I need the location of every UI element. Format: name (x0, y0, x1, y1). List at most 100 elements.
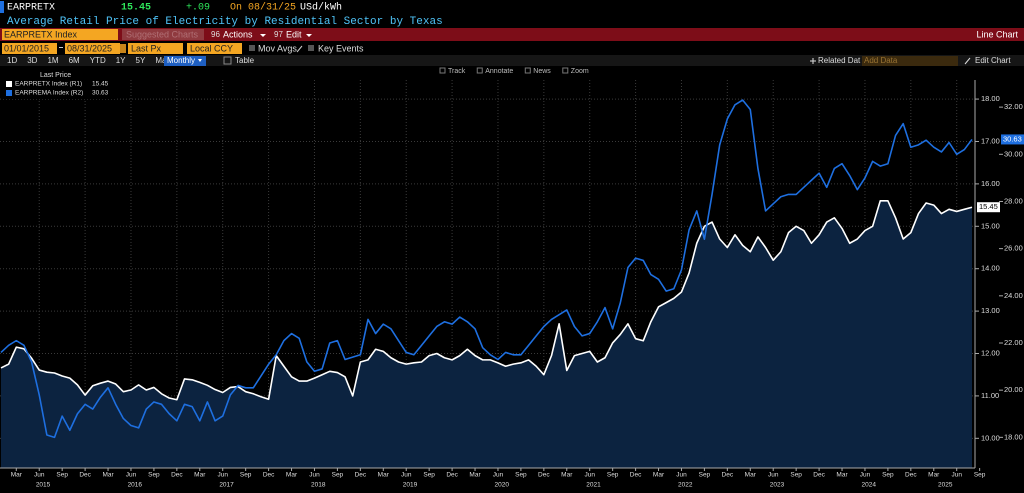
x-year-label: 2023 (770, 482, 785, 489)
x-year-label: 2021 (586, 482, 601, 489)
legend-value: 30.63 (92, 90, 109, 97)
x-tick-label: Dec (813, 472, 825, 479)
calendar-icon[interactable] (120, 44, 126, 53)
x-tick-label: Dec (905, 472, 917, 479)
x-tick-label: Dec (538, 472, 550, 479)
range-button[interactable]: 1M (47, 56, 58, 65)
period-label: Monthly (167, 56, 195, 65)
legend-label: EARPRETX Index (R1) (15, 81, 82, 88)
y2-tick-label: 30.00 (1004, 149, 1023, 158)
end-date: 08/31/2025 (67, 43, 112, 53)
dropdown-arrow (306, 34, 312, 37)
x-tick-label: Mar (561, 472, 573, 479)
edit-key: 97 (274, 30, 283, 39)
x-tick-label: Sep (882, 472, 894, 479)
last-price: 15.45 (121, 3, 151, 14)
series-line (0, 200, 973, 401)
x-tick-label: Jun (860, 472, 871, 479)
x-tick-label: Dec (630, 472, 642, 479)
y-tick-label: 15.00 (981, 221, 1000, 230)
tool-button[interactable]: Annotate (485, 68, 513, 75)
x-tick-label: Jun (584, 472, 595, 479)
range-button[interactable]: 6M (69, 56, 80, 65)
range-button[interactable]: 1D (7, 56, 17, 65)
table-icon (223, 56, 232, 65)
y2-tick-label: 26.00 (1004, 244, 1023, 253)
key-events[interactable]: Key Events (318, 43, 364, 53)
tool-button[interactable]: Zoom (571, 68, 589, 75)
legend-value: 15.45 (92, 81, 109, 88)
add-data-input[interactable] (862, 56, 958, 66)
range-button[interactable]: 5Y (136, 56, 146, 65)
tool-button[interactable]: News (533, 68, 551, 75)
command-bar (0, 28, 1024, 41)
last-value-tag (977, 202, 1000, 213)
currency-select[interactable] (187, 43, 242, 54)
start-date-input[interactable] (2, 43, 57, 54)
x-tick-label: Jun (493, 472, 504, 479)
range-button[interactable]: Max (155, 56, 170, 65)
actions-key: 96 (211, 30, 220, 39)
table-button[interactable]: Table (235, 56, 255, 65)
x-tick-label: Mar (653, 472, 665, 479)
y-tick-label: 17.00 (981, 136, 1000, 145)
date-separator (59, 47, 63, 48)
ticker-marker (0, 1, 4, 13)
x-tick-label: Sep (240, 472, 252, 479)
chart-type: Line Chart (976, 29, 1018, 39)
y-tick-label: 18.00 (981, 94, 1000, 103)
x-tick-label: Dec (446, 472, 458, 479)
y2-tick-label: 24.00 (1004, 291, 1023, 300)
x-tick-label: Mar (378, 472, 390, 479)
related-data[interactable]: Related Dat (818, 56, 861, 65)
range-bar (0, 55, 1024, 66)
mov-avgs[interactable]: Mov Avgs (258, 43, 297, 53)
range-button[interactable]: YTD (90, 56, 106, 65)
checkbox[interactable] (249, 45, 255, 51)
pencil-icon (296, 45, 303, 53)
x-tick-label: Mar (469, 472, 481, 479)
x-tick-label: Dec (263, 472, 275, 479)
actions-menu[interactable]: Actions (223, 29, 253, 39)
tool-icon (562, 67, 569, 74)
x-tick-label: Jun (951, 472, 962, 479)
x-tick-label: Jun (401, 472, 412, 479)
x-tick-label: Jun (217, 472, 228, 479)
x-year-label: 2020 (495, 482, 510, 489)
plot-area: 10.00 11.00 12.00 13.00 14.00 15.00 16.00 17.00… (0, 80, 1024, 489)
field-select[interactable] (128, 43, 183, 54)
edit-menu[interactable]: Edit (286, 29, 302, 39)
y2-tick-label: 22.00 (1004, 338, 1023, 347)
y-tick-label: 11.00 (981, 391, 999, 400)
x-tick-label: Mar (745, 472, 757, 479)
range-button[interactable]: 1Y (116, 56, 126, 65)
end-date-input[interactable] (65, 43, 120, 54)
checkbox[interactable] (308, 45, 314, 51)
edit-chart[interactable]: Edit Chart (975, 56, 1011, 65)
x-tick-label: Mar (928, 472, 940, 479)
security-input[interactable] (2, 29, 118, 40)
x-tick-label: Jun (126, 472, 137, 479)
suggested-button[interactable] (122, 29, 204, 40)
x-tick-label: Sep (699, 472, 711, 479)
x-tick-label: Jun (34, 472, 45, 479)
range-button[interactable]: 3D (27, 56, 37, 65)
x-tick-label: Dec (171, 472, 183, 479)
x-year-label: 2022 (678, 482, 693, 489)
period-select[interactable] (164, 56, 206, 66)
tool-button[interactable]: Track (448, 68, 466, 75)
chart-tools: Track Annotate News Zoom (439, 67, 589, 75)
y2-tick-label: 28.00 (1004, 196, 1023, 205)
x-tick-label: Sep (790, 472, 802, 479)
x-year-label: 2025 (938, 482, 953, 489)
x-year-label: 2024 (862, 482, 877, 489)
x-year-label: 2019 (403, 482, 418, 489)
tool-icon (524, 67, 531, 74)
field-label: Last Px (131, 43, 162, 53)
pencil-icon (964, 57, 971, 65)
tool-icon (439, 67, 446, 74)
x-tick-label: Mar (11, 472, 23, 479)
y2-tick-label: 18.00 (1004, 432, 1023, 441)
x-tick-label: Sep (607, 472, 619, 479)
